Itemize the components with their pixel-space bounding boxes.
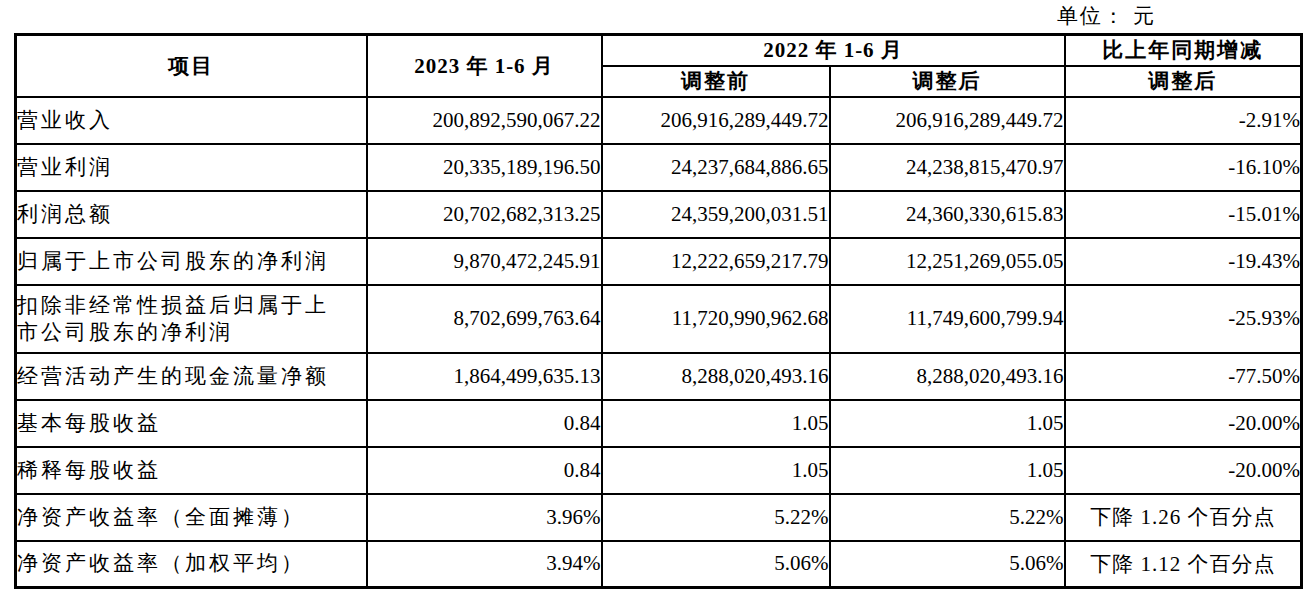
table-row: 利润总额20,702,682,313.2524,359,200,031.5124… (16, 191, 1302, 238)
yoy-change-cell: -2.91% (1065, 97, 1302, 144)
value-2022-after-cell: 11,749,600,799.94 (830, 285, 1065, 353)
header-change-after-adjustment: 调整后 (1065, 66, 1302, 97)
unit-label: 单位： 元 (1057, 2, 1156, 30)
table-row: 净资产收益率（加权平均）3.94%5.06%5.06%下降 1.12 个百分点 (16, 541, 1302, 588)
header-row-1: 项目 2023 年 1-6 月 2022 年 1-6 月 比上年同期增减 (16, 35, 1302, 66)
value-2022-before-cell: 5.22% (602, 494, 830, 541)
value-2023-cell: 200,892,590,067.22 (367, 97, 602, 144)
item-cell: 归属于上市公司股东的净利润 (16, 238, 367, 285)
table-row: 营业利润20,335,189,196.5024,237,684,886.6524… (16, 144, 1302, 191)
value-2022-before-cell: 12,222,659,217.79 (602, 238, 830, 285)
yoy-change-cell: -16.10% (1065, 144, 1302, 191)
value-2023-cell: 8,702,699,763.64 (367, 285, 602, 353)
value-2022-before-cell: 11,720,990,962.68 (602, 285, 830, 353)
yoy-change-cell: 下降 1.26 个百分点 (1065, 494, 1302, 541)
table-row: 归属于上市公司股东的净利润9,870,472,245.9112,222,659,… (16, 238, 1302, 285)
yoy-change-cell: -20.00% (1065, 447, 1302, 494)
document-page: 单位： 元 项目 2023 年 1-6 月 2022 年 1-6 月 比上年同期… (0, 0, 1304, 596)
item-cell: 营业收入 (16, 97, 367, 144)
table-row: 营业收入200,892,590,067.22206,916,289,449.72… (16, 97, 1302, 144)
value-2023-cell: 0.84 (367, 447, 602, 494)
value-2023-cell: 3.94% (367, 541, 602, 588)
value-2022-before-cell: 24,237,684,886.65 (602, 144, 830, 191)
table-body: 营业收入200,892,590,067.22206,916,289,449.72… (16, 97, 1302, 588)
table-header: 项目 2023 年 1-6 月 2022 年 1-6 月 比上年同期增减 调整前… (16, 35, 1302, 97)
value-2022-after-cell: 5.06% (830, 541, 1065, 588)
yoy-change-cell: -19.43% (1065, 238, 1302, 285)
header-before-adjustment: 调整前 (602, 66, 830, 97)
value-2023-cell: 1,864,499,635.13 (367, 353, 602, 400)
item-cell: 净资产收益率（加权平均） (16, 541, 367, 588)
item-cell: 基本每股收益 (16, 400, 367, 447)
yoy-change-cell: -25.93% (1065, 285, 1302, 353)
table-row: 净资产收益率（全面摊薄）3.96%5.22%5.22%下降 1.26 个百分点 (16, 494, 1302, 541)
header-2022-column: 2022 年 1-6 月 (602, 35, 1065, 66)
item-cell: 经营活动产生的现金流量净额 (16, 353, 367, 400)
value-2022-before-cell: 24,359,200,031.51 (602, 191, 830, 238)
value-2022-before-cell: 206,916,289,449.72 (602, 97, 830, 144)
yoy-change-cell: 下降 1.12 个百分点 (1065, 541, 1302, 588)
value-2023-cell: 0.84 (367, 400, 602, 447)
item-cell: 稀释每股收益 (16, 447, 367, 494)
value-2023-cell: 20,702,682,313.25 (367, 191, 602, 238)
value-2022-after-cell: 24,238,815,470.97 (830, 144, 1065, 191)
value-2022-after-cell: 24,360,330,615.83 (830, 191, 1065, 238)
item-cell: 利润总额 (16, 191, 367, 238)
value-2022-before-cell: 8,288,020,493.16 (602, 353, 830, 400)
value-2022-before-cell: 1.05 (602, 447, 830, 494)
item-cell: 营业利润 (16, 144, 367, 191)
yoy-change-cell: -77.50% (1065, 353, 1302, 400)
value-2022-before-cell: 5.06% (602, 541, 830, 588)
value-2022-after-cell: 206,916,289,449.72 (830, 97, 1065, 144)
value-2023-cell: 20,335,189,196.50 (367, 144, 602, 191)
header-after-adjustment: 调整后 (830, 66, 1065, 97)
value-2023-cell: 9,870,472,245.91 (367, 238, 602, 285)
value-2022-before-cell: 1.05 (602, 400, 830, 447)
financial-summary-table: 项目 2023 年 1-6 月 2022 年 1-6 月 比上年同期增减 调整前… (14, 33, 1303, 589)
value-2022-after-cell: 5.22% (830, 494, 1065, 541)
item-cell: 净资产收益率（全面摊薄） (16, 494, 367, 541)
yoy-change-cell: -20.00% (1065, 400, 1302, 447)
value-2022-after-cell: 1.05 (830, 447, 1065, 494)
value-2022-after-cell: 1.05 (830, 400, 1065, 447)
yoy-change-cell: -15.01% (1065, 191, 1302, 238)
header-2023-column: 2023 年 1-6 月 (367, 35, 602, 97)
table-row: 基本每股收益0.841.051.05-20.00% (16, 400, 1302, 447)
value-2023-cell: 3.96% (367, 494, 602, 541)
header-item-column: 项目 (16, 35, 367, 97)
table-row: 扣除非经常性损益后归属于上 市公司股东的净利润8,702,699,763.641… (16, 285, 1302, 353)
table-row: 稀释每股收益0.841.051.05-20.00% (16, 447, 1302, 494)
value-2022-after-cell: 8,288,020,493.16 (830, 353, 1065, 400)
item-cell: 扣除非经常性损益后归属于上 市公司股东的净利润 (16, 285, 367, 353)
header-yoy-change-column: 比上年同期增减 (1065, 35, 1302, 66)
value-2022-after-cell: 12,251,269,055.05 (830, 238, 1065, 285)
table-row: 经营活动产生的现金流量净额1,864,499,635.138,288,020,4… (16, 353, 1302, 400)
